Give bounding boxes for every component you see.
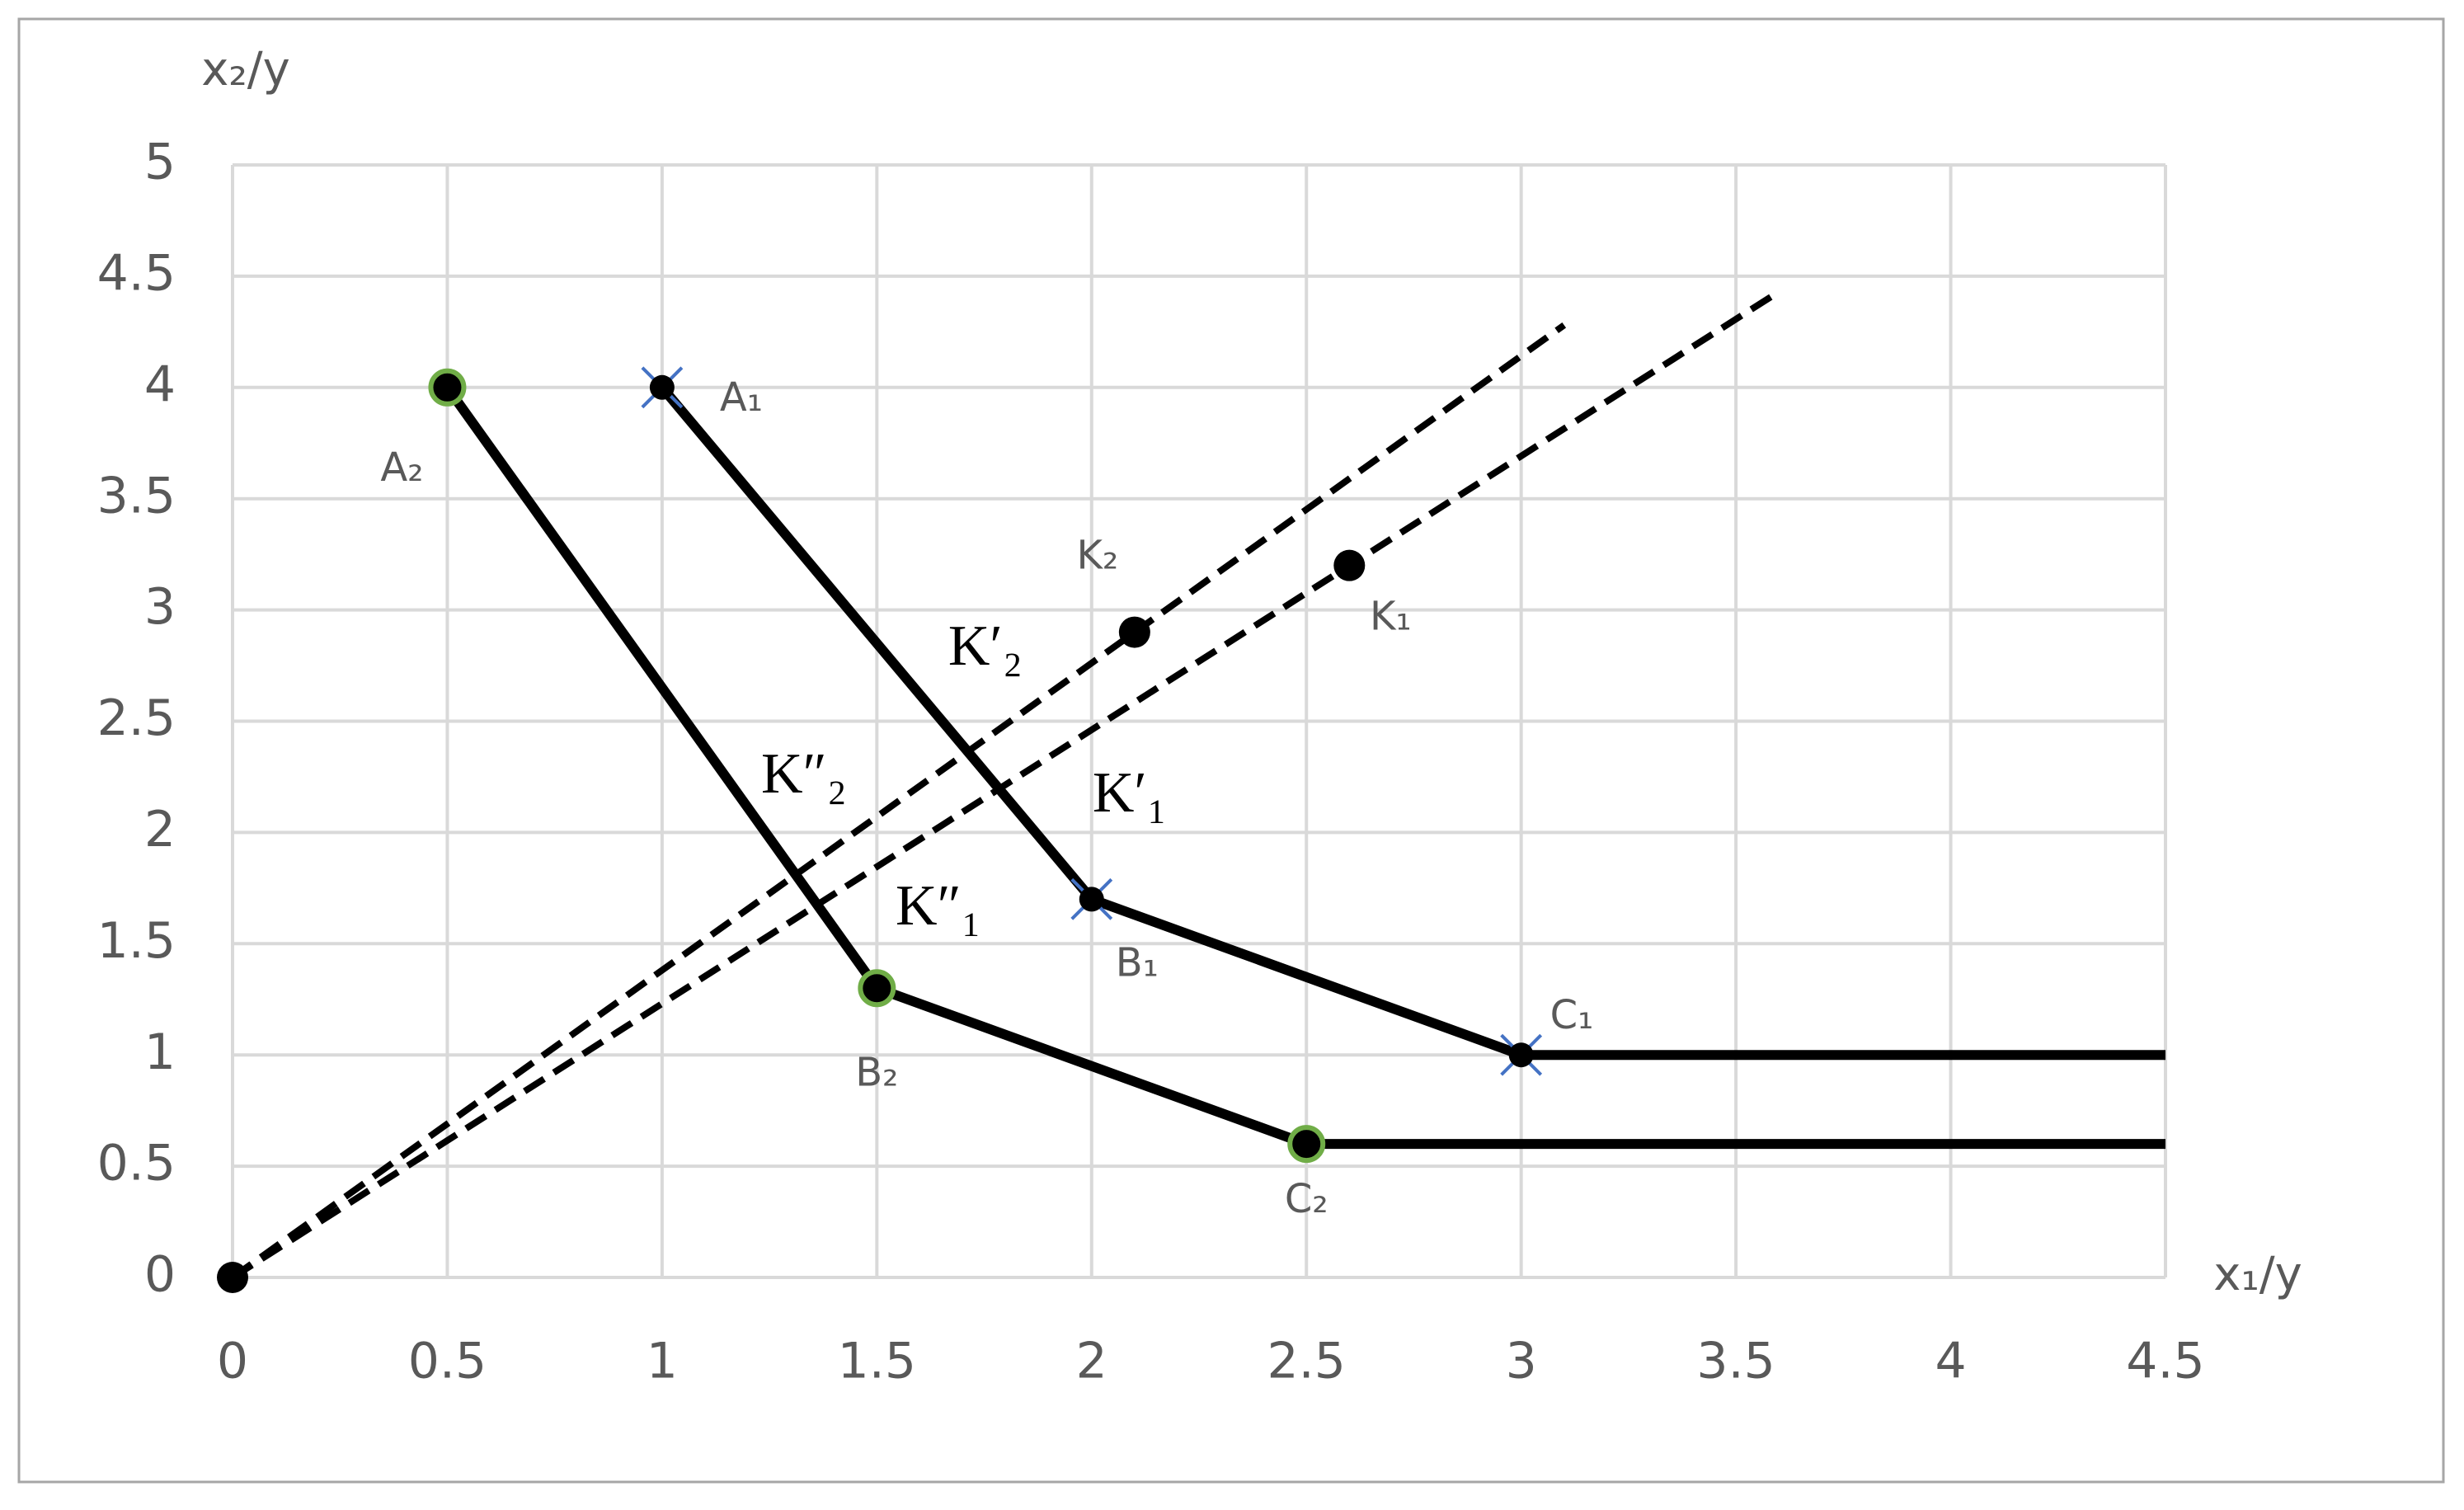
x-tick-label: 3 — [1506, 1333, 1537, 1390]
marker-dot — [217, 1262, 248, 1293]
y-tick-label: 1.5 — [97, 912, 176, 970]
annotation: K′₂ — [948, 614, 1023, 678]
data-point — [858, 969, 896, 1008]
marker-dot — [1508, 1042, 1534, 1068]
point-label: B₁ — [1116, 939, 1159, 985]
y-tick-label: 1 — [144, 1023, 176, 1081]
data-point — [428, 368, 467, 407]
annotation: K″₂ — [761, 742, 847, 806]
point-label: K₂ — [1077, 533, 1119, 579]
chart-border — [17, 17, 2445, 1484]
series-line — [658, 383, 2165, 1061]
y-tick-label: 4.5 — [97, 244, 176, 302]
annotation: K″₁ — [896, 874, 981, 938]
marker-dot — [1079, 887, 1104, 912]
y-tick-label: 2.5 — [97, 689, 176, 747]
data-point — [1287, 1125, 1326, 1164]
data-point — [1118, 616, 1150, 648]
data-point — [1333, 549, 1366, 581]
series-line — [230, 322, 1567, 1281]
point-label: B₂ — [855, 1049, 898, 1095]
data-point — [1500, 1033, 1543, 1076]
marker-dot — [1287, 1125, 1326, 1164]
x-tick-label: 2 — [1076, 1333, 1107, 1390]
marker-dot — [858, 969, 896, 1008]
marker-dot — [649, 374, 675, 400]
point-label: A₂ — [380, 445, 423, 491]
y-tick-label: 0.5 — [97, 1135, 176, 1192]
x-tick-label: 4 — [1935, 1333, 1966, 1390]
marker-dot — [1118, 616, 1150, 648]
x-tick-label: 3.5 — [1696, 1333, 1775, 1390]
point-label: A₁ — [720, 374, 763, 421]
y-tick-label: 5 — [144, 134, 176, 191]
y-tick-label: 2 — [144, 801, 176, 858]
series-line — [230, 289, 1781, 1281]
y-axis-label: x₂/y — [201, 43, 290, 96]
marker-dot — [1333, 549, 1366, 581]
marker-dot — [428, 368, 467, 407]
x-tick-label: 4.5 — [2126, 1333, 2204, 1390]
y-tick-label: 4 — [144, 355, 176, 413]
x-axis-label: x₁/y — [2213, 1248, 2302, 1301]
x-tick-label: 1 — [647, 1333, 678, 1390]
point-label: C₂ — [1285, 1176, 1328, 1222]
data-point — [641, 366, 684, 409]
data-point — [217, 1262, 248, 1293]
point-label: C₁ — [1550, 992, 1594, 1038]
y-tick-label: 0 — [144, 1246, 176, 1304]
x-tick-label: 2.5 — [1267, 1333, 1346, 1390]
data-point — [1070, 877, 1113, 920]
series-line — [443, 384, 2165, 1150]
annotation: K′₁ — [1093, 761, 1167, 825]
y-tick-label: 3.5 — [97, 467, 176, 525]
x-tick-label: 0 — [217, 1333, 248, 1390]
x-tick-label: 1.5 — [838, 1333, 916, 1390]
x-tick-label: 0.5 — [408, 1333, 487, 1390]
y-tick-label: 3 — [144, 578, 176, 636]
point-label: K₁ — [1370, 594, 1412, 640]
